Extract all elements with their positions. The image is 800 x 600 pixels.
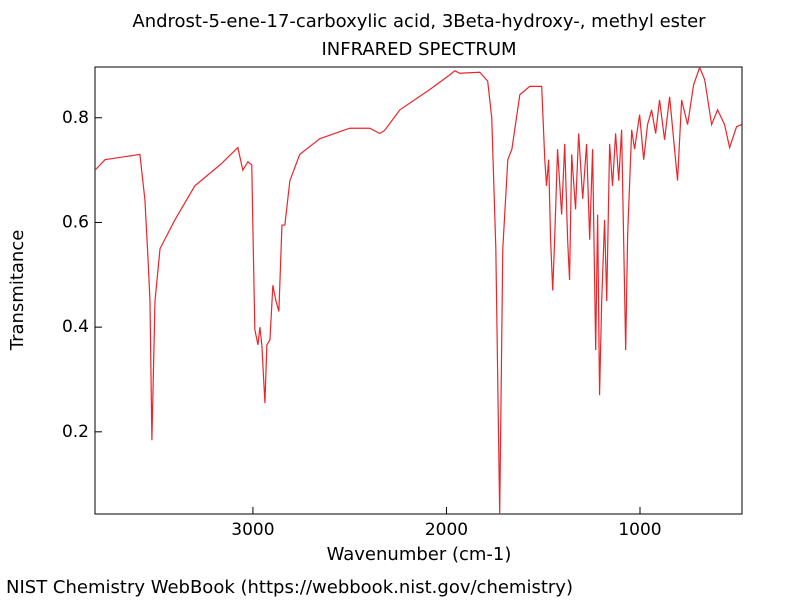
plot-frame (94, 66, 743, 515)
y-tick-label: 0.6 (62, 212, 89, 232)
y-tick-label: 0.8 (62, 108, 89, 128)
source: NIST Chemistry WebBook (https://webbook.… (6, 577, 573, 598)
chart-subtitle: INFRARED SPECTRUM (321, 39, 516, 60)
x-tick-label: 1000 (618, 520, 661, 540)
y-tick-label: 0.4 (62, 317, 89, 337)
x-axis-label: Wavenumber (cm-1) (327, 544, 512, 565)
y-tick-label: 0.2 (62, 422, 89, 442)
y-axis-label: Transmitance (7, 230, 28, 352)
chart-title: Androst-5-ene-17-carboxylic acid, 3Beta-… (132, 11, 706, 32)
x-tick-label: 3000 (231, 520, 274, 540)
x-tick-label: 2000 (425, 520, 468, 540)
spectrum-line (94, 65, 742, 515)
